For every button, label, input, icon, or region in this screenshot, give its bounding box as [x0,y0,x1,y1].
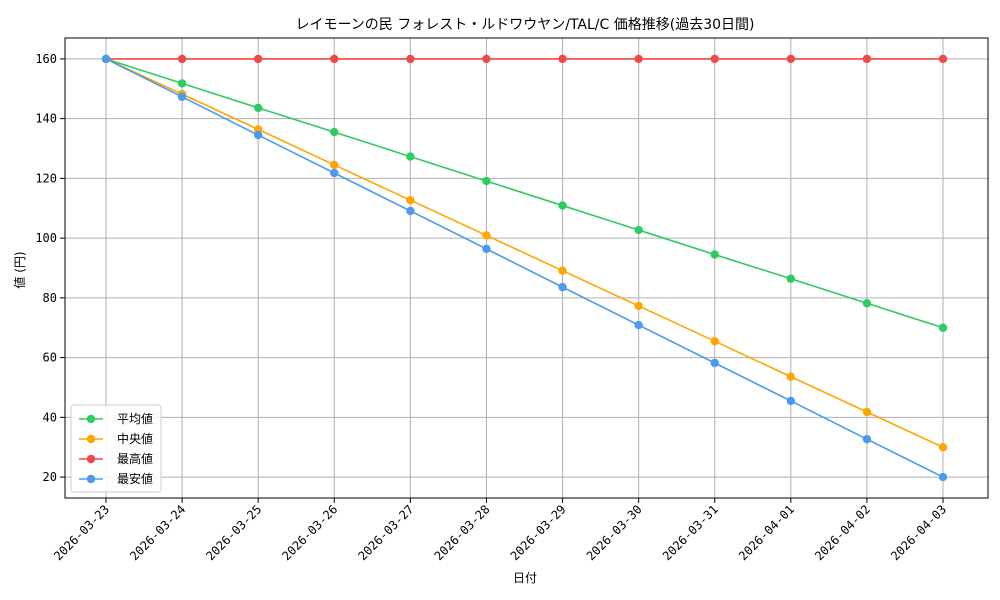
series-1 [101,54,948,452]
axis-ticks: 2026-03-23 2026-03-24 2026-03-25 2026-03-26… [35,52,949,563]
y-tick-label: 140 [35,112,57,126]
data-point [177,54,187,64]
y-tick-label: 40 [43,410,57,424]
legend-label: 最高値 [117,451,153,466]
data-point [710,336,719,346]
data-point [634,225,643,235]
data-point [634,54,643,64]
data-point [710,250,719,259]
x-tick-label: 2026-03-24 [127,502,188,563]
data-point [558,266,567,275]
data-point [330,54,339,64]
data-point [938,323,948,332]
series-line [105,58,944,329]
data-point [558,282,567,292]
y-tick-label: 120 [35,171,57,185]
x-tick-label: 2026-04-03 [888,502,949,563]
data-point [938,443,948,452]
data-point [710,54,719,64]
x-tick-label: 2026-03-25 [203,502,264,563]
data-point [786,54,796,64]
series-3 [101,54,948,482]
data-point [786,372,796,381]
data-point [710,358,719,368]
legend-marker [86,474,96,484]
legend-marker [86,434,96,444]
grid [65,38,988,498]
legend-item: 平均値 [79,411,153,426]
legend-marker [86,454,96,464]
x-axis-title: 日付 [513,571,537,585]
legend-item: 中央値 [79,431,153,446]
data-point [330,160,339,170]
y-tick-label: 80 [43,291,57,305]
x-tick-label: 2026-03-28 [432,502,493,563]
x-tick-label: 2026-03-26 [279,502,340,563]
data-point [406,152,415,161]
plot-frame [64,37,989,499]
legend-item: 最高値 [79,451,153,466]
x-tick-label: 2026-03-23 [51,502,112,563]
data-point [938,472,948,482]
legend-box [70,404,162,493]
data-point [330,127,339,137]
series-line [105,58,944,448]
data-point [177,79,187,88]
y-tick-label: 100 [35,231,57,245]
data-point [938,54,948,64]
series-2 [101,54,948,64]
legend-label: 最安値 [117,471,153,486]
x-tick-label: 2026-03-31 [660,502,721,563]
data-point [406,54,415,64]
data-point [558,201,567,210]
data-point [862,434,872,444]
x-tick-label: 2026-03-30 [584,502,645,563]
legend-marker [86,414,96,424]
y-tick-label: 60 [43,351,57,365]
data-point [862,299,872,308]
data-point [406,195,415,205]
data-point [406,206,415,216]
data-point [482,244,491,254]
data-point [862,54,872,64]
data-point [786,396,796,406]
data-point [482,176,491,186]
x-tick-label: 2026-03-27 [355,502,416,563]
series-0 [101,54,948,332]
data-point [253,103,263,113]
y-tick-label: 20 [43,470,57,484]
data-point [634,320,643,330]
data-point [786,274,796,283]
x-tick-label: 2026-04-02 [812,502,873,563]
data-point [330,168,339,178]
series-layer [101,54,948,482]
data-point [253,54,263,64]
chart-title: レイモーンの民 フォレスト・ルドワウヤン/TAL/C 価格推移(過去30日間) [296,17,755,33]
y-axis-title: 値 (円) [12,251,27,288]
series-line [105,58,944,478]
legend-item: 最安値 [79,471,153,486]
data-point [177,92,187,102]
data-point [634,301,643,311]
x-tick-label: 2026-04-01 [736,502,797,563]
data-point [558,54,567,64]
data-point [482,54,491,64]
x-tick-label: 2026-03-29 [508,502,569,563]
y-tick-label: 160 [35,52,57,66]
data-point [482,231,491,240]
legend-label: 平均値 [117,411,153,426]
data-point [101,54,111,64]
legend-label: 中央値 [117,431,153,446]
data-point [862,407,872,417]
data-point [253,130,263,140]
